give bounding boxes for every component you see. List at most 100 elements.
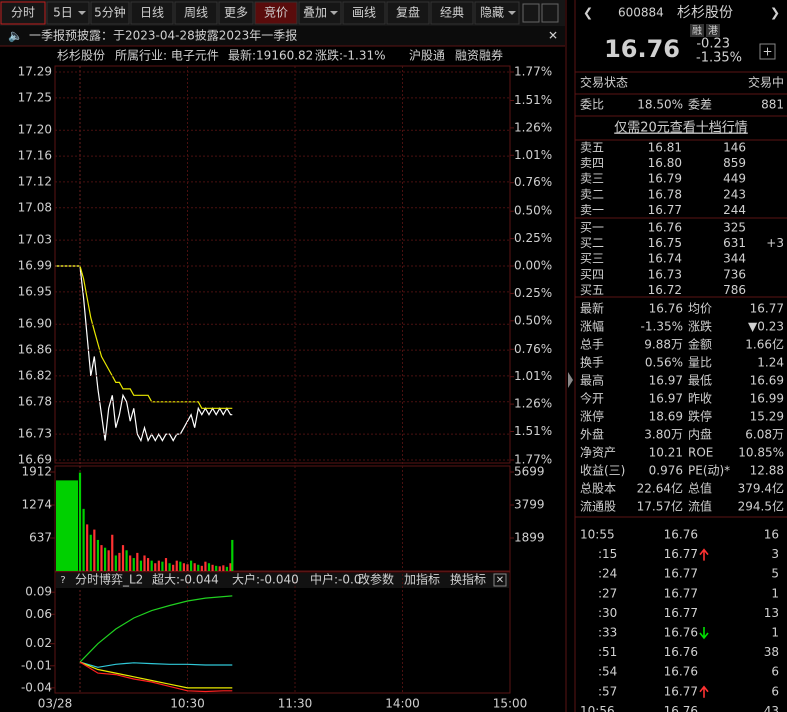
tab[interactable]: 经典 bbox=[440, 6, 464, 20]
volume-bar bbox=[96, 539, 100, 571]
book-price: 16.81 bbox=[648, 141, 682, 155]
dropdown-icon[interactable] bbox=[78, 11, 86, 15]
tick-volume: 43 bbox=[764, 704, 779, 712]
stat-label: PE(动)* bbox=[688, 464, 730, 478]
notice: 一季报预披露：于2023-04-28披露2023年一季报 bbox=[29, 28, 297, 43]
next-arrow[interactable]: ❯ bbox=[770, 6, 780, 20]
volume-bar bbox=[193, 563, 196, 571]
window-button[interactable] bbox=[541, 3, 559, 23]
add-button[interactable] bbox=[759, 43, 776, 60]
notice-icon: 🔈 bbox=[8, 29, 23, 43]
tab-bg[interactable] bbox=[386, 1, 430, 25]
badge bbox=[690, 24, 704, 37]
book-label: 卖三 bbox=[580, 172, 604, 186]
tab[interactable]: 周线 bbox=[184, 6, 208, 20]
volume-bar bbox=[164, 558, 168, 571]
tab-bg[interactable] bbox=[430, 1, 474, 25]
volume-bar bbox=[143, 555, 146, 571]
close-indicator[interactable]: ✕ bbox=[496, 575, 504, 586]
tab-bg[interactable] bbox=[174, 1, 218, 25]
tab[interactable]: 竞价 bbox=[264, 6, 288, 20]
volume-frame bbox=[54, 465, 511, 572]
tab-bg[interactable] bbox=[46, 1, 90, 25]
book-price: 16.72 bbox=[648, 283, 682, 297]
collapse-handle[interactable] bbox=[568, 372, 573, 388]
y-tick-label: 16.86 bbox=[18, 343, 52, 357]
info-button[interactable]: 沪股通 bbox=[409, 49, 445, 63]
tab[interactable]: 分时 bbox=[11, 6, 35, 20]
series-line bbox=[55, 265, 233, 443]
indicator-button[interactable]: 换指标 bbox=[450, 572, 486, 587]
tab[interactable]: 复盘 bbox=[396, 5, 420, 20]
book-volume: 631 bbox=[723, 236, 746, 250]
tab[interactable]: 隐藏 bbox=[480, 6, 504, 20]
volume-bar bbox=[215, 565, 218, 571]
info-button[interactable]: 融资融券 bbox=[455, 48, 503, 63]
book-label: 买三 bbox=[580, 252, 604, 266]
dropdown-icon[interactable] bbox=[508, 11, 516, 15]
settings-button[interactable] bbox=[522, 3, 540, 23]
prev-arrow[interactable]: ❮ bbox=[583, 6, 593, 20]
help-icon[interactable]: ? bbox=[60, 575, 65, 586]
stock-name: 杉杉股份 bbox=[677, 5, 733, 21]
indicator-button[interactable]: 加指标 bbox=[404, 572, 440, 587]
stat-value: 17.57亿 bbox=[637, 499, 683, 514]
y-tick-label: 1912 bbox=[21, 465, 52, 479]
change: -0.23 bbox=[696, 37, 730, 52]
volume-bar bbox=[186, 564, 189, 571]
y-tick-label: 637 bbox=[29, 531, 52, 545]
book-price: 16.79 bbox=[648, 172, 682, 186]
dropdown-icon[interactable] bbox=[330, 11, 338, 15]
tab-bg[interactable] bbox=[0, 1, 46, 25]
tab-bg[interactable] bbox=[90, 1, 130, 25]
close-notice[interactable]: ✕ bbox=[548, 29, 558, 43]
tab-bg[interactable] bbox=[342, 1, 386, 25]
book-label: 卖五 bbox=[580, 141, 604, 155]
add-icon[interactable]: + bbox=[762, 45, 772, 59]
tab[interactable]: 叠加 bbox=[303, 6, 327, 20]
tab-bg[interactable] bbox=[474, 1, 520, 25]
stat-value: 22.64亿 bbox=[637, 481, 683, 496]
badge-text: 港 bbox=[708, 25, 718, 37]
volume-bar bbox=[182, 563, 186, 571]
tab[interactable]: 更多 bbox=[224, 6, 248, 20]
stock-code: 600884 bbox=[618, 6, 664, 20]
book-label: 卖四 bbox=[580, 156, 604, 170]
x-tick-label: 14:00 bbox=[385, 697, 420, 711]
tab-bg[interactable] bbox=[254, 1, 298, 25]
y2-tick-label: 1899 bbox=[514, 531, 545, 545]
volume-bar bbox=[125, 550, 128, 571]
tab-bg[interactable] bbox=[130, 1, 174, 25]
index-latest: 最新:19160.82 bbox=[228, 48, 313, 63]
book-volume: 244 bbox=[723, 203, 746, 217]
x-tick-label: 11:30 bbox=[278, 697, 313, 711]
y-tick-label: 16.99 bbox=[18, 259, 52, 273]
tab-bg[interactable] bbox=[298, 1, 342, 25]
stat-label: 净资产 bbox=[580, 446, 616, 460]
volume-bar bbox=[175, 560, 178, 571]
y2-tick-label: 0.25% bbox=[514, 286, 552, 300]
price-frame bbox=[54, 65, 511, 464]
close-box[interactable] bbox=[493, 573, 507, 587]
tab-bg[interactable] bbox=[218, 1, 254, 25]
tick-price: 16.76 bbox=[664, 704, 698, 712]
indicator-button[interactable]: 改参数 bbox=[358, 572, 394, 587]
y2-tick-label: 1.26% bbox=[514, 397, 552, 411]
series-line bbox=[79, 661, 233, 689]
book-label: 买二 bbox=[580, 236, 604, 250]
tick-price: 16.77 bbox=[664, 586, 698, 600]
y2-tick-label: 0.50% bbox=[514, 313, 552, 327]
volume-bar bbox=[56, 480, 78, 571]
y-tick-label: 16.95 bbox=[18, 284, 52, 298]
tick-price: 16.76 bbox=[664, 528, 698, 542]
tick-price: 16.77 bbox=[664, 606, 698, 620]
tab[interactable]: 5分钟 bbox=[94, 5, 126, 20]
indicator-legend-bg bbox=[56, 573, 509, 588]
tab[interactable]: 5日 bbox=[53, 6, 73, 20]
y-tick-label: 17.03 bbox=[18, 233, 52, 247]
y-tick-label: 0.06 bbox=[25, 607, 52, 621]
volume-bar bbox=[114, 555, 117, 571]
y2-tick-label: 0.25% bbox=[514, 231, 552, 245]
tab[interactable]: 日线 bbox=[140, 6, 164, 20]
tab[interactable]: 画线 bbox=[352, 6, 376, 20]
